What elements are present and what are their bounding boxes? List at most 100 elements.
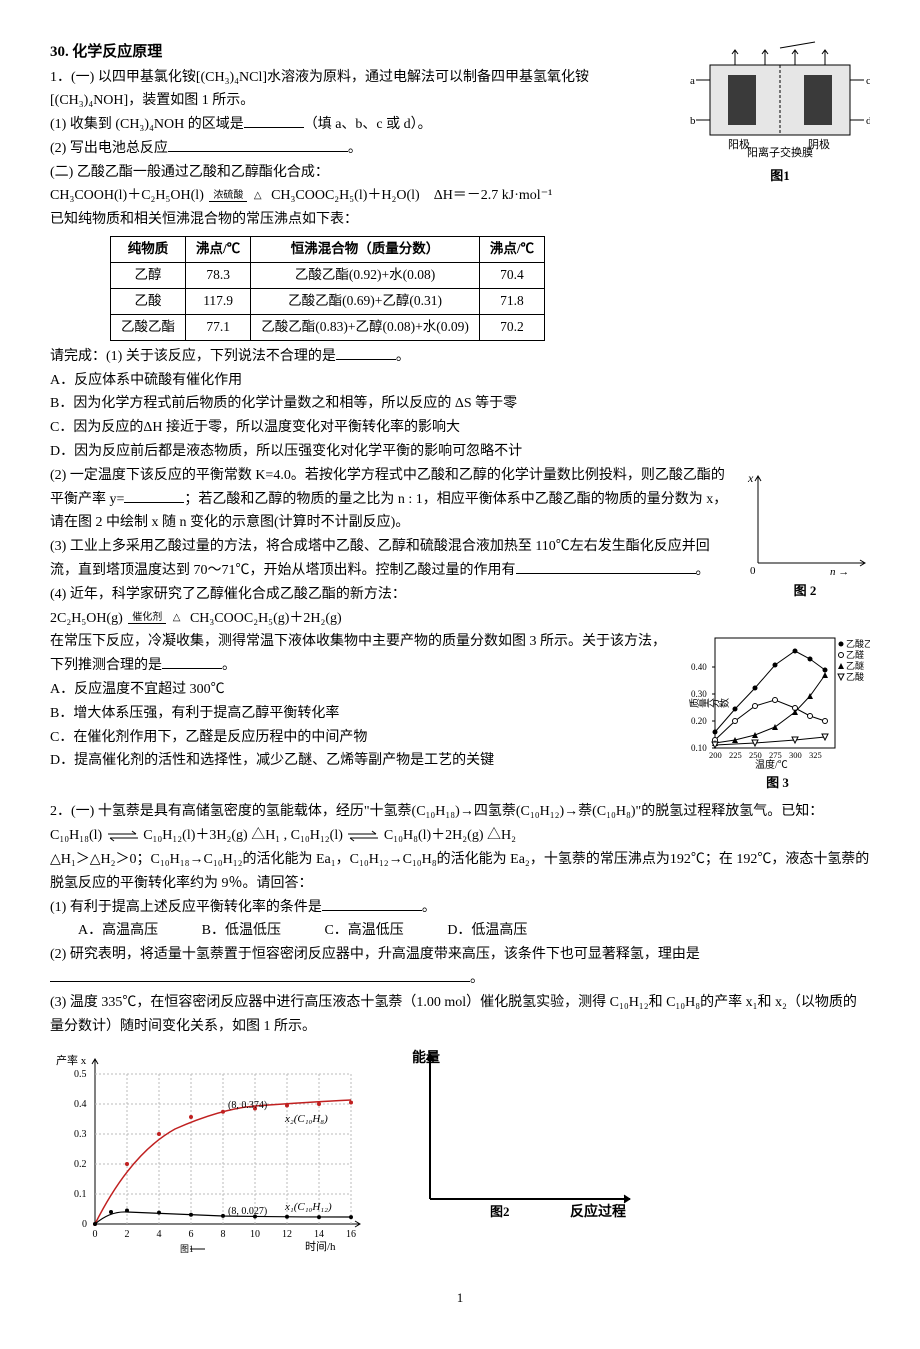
figure-1: a b c d 阳极 阴极 阳离子交换膜 图1 bbox=[690, 40, 870, 187]
fig2-svg: x 0 n → bbox=[740, 468, 870, 578]
reaction-arrow: 催化剂 △ bbox=[128, 613, 184, 623]
td: 乙醇 bbox=[111, 263, 186, 289]
td: 77.1 bbox=[186, 314, 251, 340]
reaction-2: 2C₂H₅OH(g) 催化剂 △ CH₃COOC₂H₅(g)＋2H₂(g) bbox=[50, 607, 870, 631]
td: 乙酸乙酯(0.69)+乙醇(0.31) bbox=[251, 288, 480, 314]
th: 恒沸混合物（质量分数） bbox=[251, 237, 480, 263]
cond-bot: △ bbox=[250, 190, 266, 201]
fig2-caption: 图 2 bbox=[740, 580, 870, 602]
fig1-caption: 图1 bbox=[690, 165, 870, 187]
svg-text:0: 0 bbox=[750, 565, 756, 577]
svg-text:16: 16 bbox=[346, 1229, 356, 1240]
svg-text:x₁(C₁₀H₁₂): x₁(C₁₀H₁₂) bbox=[284, 1201, 332, 1213]
svg-text:4: 4 bbox=[157, 1229, 162, 1240]
td: 乙酸乙酯(0.83)+乙醇(0.08)+水(0.09) bbox=[251, 314, 480, 340]
cond-top: 催化剂 bbox=[128, 612, 166, 624]
svg-text:250: 250 bbox=[749, 750, 762, 760]
svg-text:2: 2 bbox=[125, 1229, 130, 1240]
blank[interactable] bbox=[168, 137, 348, 152]
fig3-caption: 图 3 bbox=[685, 772, 870, 794]
svg-text:225: 225 bbox=[729, 750, 742, 760]
q1-2-text: (2) 写出电池总反应 bbox=[50, 141, 168, 156]
td: 117.9 bbox=[186, 288, 251, 314]
td: 乙酸乙酯(0.92)+水(0.08) bbox=[251, 263, 480, 289]
svg-text:时间/h: 时间/h bbox=[305, 1240, 336, 1253]
tail: 。 bbox=[396, 349, 410, 364]
q1-2-tail: 。 bbox=[348, 141, 362, 156]
equilibrium-arrow-icon bbox=[346, 830, 380, 842]
tail: 。 bbox=[470, 971, 484, 986]
blank[interactable] bbox=[162, 654, 222, 669]
svg-text:0.1: 0.1 bbox=[74, 1189, 87, 1200]
q2-cond: △H₁＞△H₂＞0；C₁₀H₁₈→C₁₀H₁₂的活化能为 Ea₁，C₁₀H₁₂→… bbox=[50, 848, 870, 896]
tail: 。 bbox=[696, 563, 710, 578]
reaction-lhs: 2C₂H₅OH(g) bbox=[50, 611, 123, 626]
svg-text:n →: n → bbox=[830, 566, 849, 578]
svg-text:乙醛: 乙醛 bbox=[846, 649, 864, 660]
chart2-svg: 能量 反应过程 图2 bbox=[400, 1044, 640, 1224]
svg-text:温度/℃: 温度/℃ bbox=[755, 758, 788, 770]
svg-text:乙酸: 乙酸 bbox=[846, 672, 864, 682]
svg-text:a: a bbox=[690, 75, 695, 87]
svg-text:0.2: 0.2 bbox=[74, 1159, 87, 1170]
page-number: 1 bbox=[50, 1287, 870, 1309]
svg-text:200: 200 bbox=[709, 750, 722, 760]
opt-d: D．低温高压 bbox=[447, 919, 527, 943]
td: 70.4 bbox=[479, 263, 544, 289]
q2-intro-text: 2．(一) 十氢萘是具有高储氢密度的氢能载体，经历"十氢萘(C₁₀H₁₈)→四氢… bbox=[50, 804, 823, 819]
q2-intro: 2．(一) 十氢萘是具有高储氢密度的氢能载体，经历"十氢萘(C₁₀H₁₈)→四氢… bbox=[50, 800, 870, 824]
svg-text:10: 10 bbox=[250, 1229, 260, 1240]
td: 71.8 bbox=[479, 288, 544, 314]
svg-text:图1: 图1 bbox=[180, 1244, 194, 1254]
svg-text:0.4: 0.4 bbox=[74, 1099, 87, 1110]
q2-chart-2: 能量 反应过程 图2 bbox=[400, 1044, 640, 1233]
svg-text:(8, 0.027): (8, 0.027) bbox=[228, 1206, 267, 1217]
svg-text:0.10: 0.10 bbox=[691, 743, 707, 753]
svg-text:0: 0 bbox=[93, 1229, 98, 1240]
q2-3-text: (3) 温度 335℃，在恒容密闭反应器中进行高压液态十氢萘（1.00 mol）… bbox=[50, 991, 870, 1039]
td: 70.2 bbox=[479, 314, 544, 340]
blank[interactable] bbox=[124, 488, 184, 503]
q1b-1-text: 请完成：(1) 关于该反应，下列说法不合理的是 bbox=[50, 349, 336, 364]
opt-b: B．因为化学方程式前后物质的化学计量数之和相等，所以反应的 ΔS 等于零 bbox=[50, 392, 870, 416]
svg-text:8: 8 bbox=[221, 1229, 226, 1240]
equilibrium-arrow-icon bbox=[106, 830, 140, 842]
q2-2-text: (2) 研究表明，将适量十氢萘置于恒容密闭反应器中，升高温度带来高压，该条件下也… bbox=[50, 947, 700, 962]
eq-r2: C₁₀H₈(l)＋2H₂(g) △H₂ bbox=[384, 828, 516, 843]
blank[interactable] bbox=[516, 559, 696, 574]
blank[interactable] bbox=[50, 967, 470, 982]
opt-a: A．高温高压 bbox=[78, 919, 158, 943]
svg-text:x₂(C₁₀H₈): x₂(C₁₀H₈) bbox=[284, 1113, 328, 1125]
th: 沸点/℃ bbox=[186, 237, 251, 263]
q2-chart-1: 0 0.10.20.3 0.40.5 0246 810121416 产率 x 时… bbox=[50, 1044, 370, 1263]
svg-text:反应过程: 反应过程 bbox=[570, 1203, 626, 1220]
blank[interactable] bbox=[322, 896, 422, 911]
svg-text:产率 x: 产率 x bbox=[56, 1053, 87, 1067]
blank[interactable] bbox=[244, 113, 304, 128]
svg-text:0.5: 0.5 bbox=[74, 1069, 87, 1080]
svg-text:0.20: 0.20 bbox=[691, 716, 707, 726]
svg-text:c: c bbox=[866, 75, 870, 87]
svg-text:质量分数: 质量分数 bbox=[689, 699, 730, 711]
figure-3: 0.10 0.20 0.30 0.40 200225250 275300325 … bbox=[685, 630, 870, 794]
svg-text:0.3: 0.3 bbox=[74, 1129, 87, 1140]
tail: 。 bbox=[222, 658, 236, 673]
td: 78.3 bbox=[186, 263, 251, 289]
opt-c: C．高温低压 bbox=[324, 919, 403, 943]
blank[interactable] bbox=[336, 345, 396, 360]
svg-text:0.40: 0.40 bbox=[691, 662, 707, 672]
svg-text:14: 14 bbox=[314, 1229, 324, 1240]
svg-text:x: x bbox=[747, 471, 754, 485]
tail: 。 bbox=[422, 900, 436, 915]
th: 沸点/℃ bbox=[479, 237, 544, 263]
eq-l: C₁₀H₁₈(l) bbox=[50, 828, 102, 843]
section-number: 30. bbox=[50, 44, 69, 60]
membrane-label: 阳离子交换膜 bbox=[690, 144, 870, 163]
svg-text:b: b bbox=[690, 115, 696, 127]
q1-1-tail: （填 a、b、c 或 d）。 bbox=[304, 117, 432, 132]
reaction-rhs: CH₃COOC₂H₅(g)＋2H₂(g) bbox=[190, 611, 342, 626]
q2-opts: A．高温高压 B．低温低压 C．高温低压 D．低温高压 bbox=[50, 919, 870, 943]
figure-2: x 0 n → 图 2 bbox=[740, 468, 870, 602]
fig3-svg: 0.10 0.20 0.30 0.40 200225250 275300325 … bbox=[685, 630, 870, 770]
cond-top: 浓硫酸 bbox=[209, 190, 247, 202]
